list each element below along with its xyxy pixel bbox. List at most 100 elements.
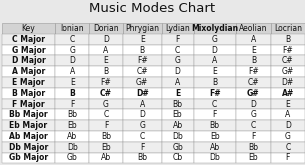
Bar xyxy=(123,55,162,66)
Text: F: F xyxy=(251,132,256,141)
Bar xyxy=(89,55,123,66)
Bar xyxy=(271,77,305,88)
Bar xyxy=(236,131,271,142)
Text: E: E xyxy=(212,67,217,76)
Text: Gb: Gb xyxy=(172,143,183,152)
Text: F#: F# xyxy=(209,89,221,98)
Bar xyxy=(89,99,123,109)
Text: Eb Major: Eb Major xyxy=(9,121,48,130)
Bar xyxy=(236,66,271,77)
Text: E: E xyxy=(104,56,108,65)
Text: C#: C# xyxy=(100,89,112,98)
Text: Bb: Bb xyxy=(101,132,111,141)
Bar xyxy=(123,23,162,34)
Bar xyxy=(271,153,305,163)
Text: F: F xyxy=(175,35,180,44)
Bar xyxy=(162,109,194,120)
Text: E Major: E Major xyxy=(12,78,45,87)
Text: Bb: Bb xyxy=(210,121,220,130)
Bar xyxy=(236,120,271,131)
Bar xyxy=(194,120,236,131)
Text: Bb: Bb xyxy=(137,153,147,163)
Text: C#: C# xyxy=(282,56,294,65)
Bar xyxy=(236,99,271,109)
Text: F: F xyxy=(104,121,108,130)
Bar xyxy=(89,77,123,88)
Bar xyxy=(162,45,194,55)
Text: Eb: Eb xyxy=(101,143,111,152)
Bar xyxy=(271,66,305,77)
Text: A: A xyxy=(251,35,256,44)
Text: C: C xyxy=(70,35,75,44)
Bar xyxy=(89,142,123,153)
Text: G: G xyxy=(139,121,145,130)
Text: Key: Key xyxy=(22,24,35,33)
Text: B: B xyxy=(285,35,290,44)
Bar xyxy=(271,142,305,153)
Bar xyxy=(2,153,56,163)
Text: C: C xyxy=(251,121,256,130)
Text: A: A xyxy=(212,56,217,65)
Bar xyxy=(89,34,123,45)
Text: G#: G# xyxy=(247,89,260,98)
Text: Mixolydian: Mixolydian xyxy=(191,24,238,33)
Text: D#: D# xyxy=(282,78,294,87)
Text: G: G xyxy=(103,99,109,109)
Bar xyxy=(123,120,162,131)
Bar xyxy=(89,120,123,131)
Bar xyxy=(2,142,56,153)
Bar xyxy=(123,34,162,45)
Bar xyxy=(56,55,89,66)
Bar xyxy=(236,45,271,55)
Bar xyxy=(194,77,236,88)
Bar xyxy=(89,45,123,55)
Bar xyxy=(162,120,194,131)
Bar xyxy=(236,77,271,88)
Bar xyxy=(194,23,236,34)
Text: E: E xyxy=(140,35,145,44)
Text: Eb: Eb xyxy=(67,121,77,130)
Text: Db: Db xyxy=(172,132,183,141)
Bar xyxy=(89,153,123,163)
Text: D: D xyxy=(174,67,181,76)
Bar xyxy=(194,142,236,153)
Text: Music Modes Chart: Music Modes Chart xyxy=(89,2,216,16)
Text: Db: Db xyxy=(209,153,220,163)
Text: G Major: G Major xyxy=(12,46,45,55)
Text: A: A xyxy=(175,78,180,87)
Text: D: D xyxy=(69,56,75,65)
Text: G: G xyxy=(285,132,291,141)
Bar xyxy=(194,66,236,77)
Bar xyxy=(56,23,89,34)
Bar xyxy=(162,131,194,142)
Bar xyxy=(56,153,89,163)
Text: C Major: C Major xyxy=(12,35,45,44)
Text: Locrian: Locrian xyxy=(274,24,302,33)
Bar xyxy=(89,109,123,120)
Text: Aeolian: Aeolian xyxy=(239,24,267,33)
Text: F: F xyxy=(140,143,144,152)
Text: E: E xyxy=(175,89,180,98)
Text: Bb: Bb xyxy=(67,110,77,119)
Bar xyxy=(271,88,305,99)
Text: Dorian: Dorian xyxy=(93,24,119,33)
Text: B Major: B Major xyxy=(12,89,45,98)
Text: F#: F# xyxy=(248,67,259,76)
Bar xyxy=(194,34,236,45)
Bar xyxy=(123,131,162,142)
Text: Gb Major: Gb Major xyxy=(9,153,48,163)
Bar xyxy=(56,99,89,109)
Text: A: A xyxy=(139,99,145,109)
Bar xyxy=(123,77,162,88)
Bar xyxy=(56,45,89,55)
Bar xyxy=(194,45,236,55)
Text: D: D xyxy=(139,110,145,119)
Bar xyxy=(236,142,271,153)
Text: Lydian: Lydian xyxy=(165,24,190,33)
Bar xyxy=(236,23,271,34)
Bar xyxy=(236,153,271,163)
Bar xyxy=(271,99,305,109)
Text: G: G xyxy=(250,110,256,119)
Text: C#: C# xyxy=(248,78,259,87)
Bar xyxy=(162,99,194,109)
